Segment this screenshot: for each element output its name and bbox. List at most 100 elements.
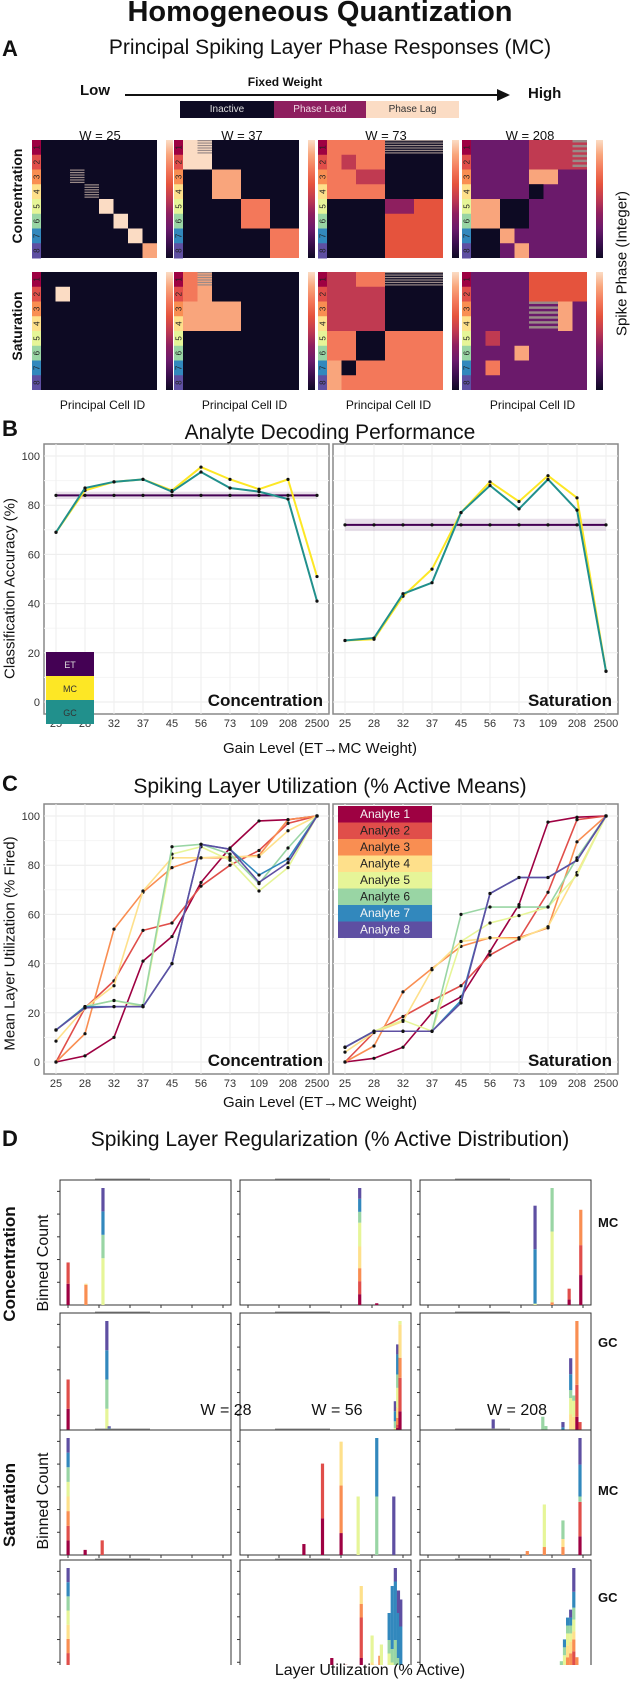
x-tick-label: 45 xyxy=(166,718,178,730)
histogram-bar-segment xyxy=(358,1198,362,1212)
analyte-tick-label: 8 xyxy=(175,380,184,385)
analyte-tick-label: 8 xyxy=(175,248,184,253)
heatmap-cell xyxy=(113,213,128,229)
analyte-tick-label: 1 xyxy=(463,277,472,282)
heatmap-col-label: W = 25 xyxy=(79,128,121,143)
histogram-bar-segment xyxy=(569,1617,573,1626)
heatmap-cell xyxy=(341,360,356,376)
legend-swatch xyxy=(338,872,432,889)
data-point xyxy=(199,470,203,474)
analyte-tick xyxy=(32,228,41,244)
data-point xyxy=(54,1039,58,1043)
y-tick-label: 0 xyxy=(34,1057,40,1069)
colorbar xyxy=(452,140,459,258)
analyte-tick-label: 5 xyxy=(175,336,184,341)
histogram-bar-segment xyxy=(370,1635,374,1663)
histogram-bar-segment xyxy=(550,1231,554,1303)
analyte-tick-label: 6 xyxy=(319,350,328,355)
histogram-bar-segment xyxy=(83,1549,87,1555)
analyte-tick-label: 8 xyxy=(319,248,328,253)
analyte-tick xyxy=(462,345,471,361)
y-tick-label: 0 xyxy=(34,697,40,709)
data-point xyxy=(372,1056,376,1060)
histogram-bar-segment xyxy=(101,1234,105,1259)
data-point xyxy=(170,866,174,870)
legend-swatch xyxy=(338,921,432,938)
histogram-bar-segment xyxy=(393,1581,397,1640)
heatmap-stripe xyxy=(197,281,212,284)
data-point xyxy=(141,928,145,932)
data-point xyxy=(141,477,145,481)
histogram-bar-segment xyxy=(567,1299,571,1305)
analyte-tick xyxy=(318,286,327,302)
hist-layer-label: GC xyxy=(598,1590,618,1605)
analyte-tick-label: 7 xyxy=(175,233,184,238)
histogram-bar-segment xyxy=(66,1582,70,1597)
analyte-tick-label: 1 xyxy=(319,277,328,282)
heatmap-cell xyxy=(514,243,529,258)
data-point xyxy=(401,1045,405,1049)
histogram-bar-segment xyxy=(66,1610,70,1625)
heatmap-cell xyxy=(183,140,212,170)
analyte-tick-label: 1 xyxy=(175,277,184,282)
analyte-tick-label: 3 xyxy=(33,174,42,179)
data-point xyxy=(286,493,290,497)
x-tick-label: 73 xyxy=(224,1078,236,1090)
x-tick-label: 45 xyxy=(455,718,467,730)
histogram-bar-segment xyxy=(359,1617,363,1658)
heatmap-xlabel: Principal Cell ID xyxy=(59,398,146,412)
data-point xyxy=(228,852,232,856)
data-point xyxy=(112,927,116,931)
analyte-tick xyxy=(32,169,41,185)
data-point xyxy=(401,1014,405,1019)
panel-c-letter: C xyxy=(2,771,18,796)
histogram-frame xyxy=(239,1559,412,1665)
histogram-bar-segment xyxy=(302,1544,306,1555)
analyte-tick-label: 1 xyxy=(33,277,42,282)
heatmap-stripe xyxy=(572,159,587,163)
x-tick-label: 25 xyxy=(339,718,351,730)
hist-col-label: W = 56 xyxy=(311,1402,363,1419)
legend-swatch xyxy=(338,905,432,922)
data-point xyxy=(199,842,203,846)
colorbar xyxy=(166,272,173,390)
histogram-panel xyxy=(417,1311,592,1441)
histogram-bar-segment xyxy=(66,1568,70,1583)
heatmap-stripe xyxy=(197,279,212,281)
histogram-frame xyxy=(59,1429,232,1556)
analyte-tick xyxy=(174,331,183,347)
data-point xyxy=(170,934,174,939)
series-line-gc xyxy=(55,470,318,602)
histogram-bar-segment xyxy=(579,1209,583,1246)
data-point xyxy=(430,998,434,1003)
data-point xyxy=(112,984,116,988)
data-point xyxy=(604,669,608,673)
data-point xyxy=(488,891,492,896)
analyte-tick-label: 7 xyxy=(319,365,328,370)
data-point xyxy=(546,820,550,824)
data-point xyxy=(112,1035,116,1039)
legend-label: Analyte 4 xyxy=(360,857,410,871)
histogram-frame xyxy=(419,1559,592,1665)
data-point xyxy=(372,523,376,527)
analyte-tick xyxy=(32,140,41,156)
analyte-tick xyxy=(462,316,471,332)
analyte-tick xyxy=(174,316,183,332)
analyte-tick-label: 1 xyxy=(33,145,42,150)
analyte-tick-label: 1 xyxy=(175,145,184,150)
hist-ylabel: Binned Count xyxy=(35,1214,52,1312)
x-tick-label: 208 xyxy=(279,718,297,730)
histogram-panel xyxy=(57,1558,232,1665)
hist-layer-label: MC xyxy=(598,1483,619,1498)
heatmap-stripe xyxy=(70,179,85,181)
analyte-tick-label: 5 xyxy=(33,204,42,209)
histogram-bar-segment xyxy=(393,1401,397,1412)
data-point xyxy=(372,636,376,640)
panel-c-xlabel: Gain Level (ET→MC Weight) xyxy=(223,1094,417,1111)
x-tick-label: 25 xyxy=(339,1078,351,1090)
analyte-tick xyxy=(174,213,183,229)
x-tick-label: 56 xyxy=(484,1078,496,1090)
histogram-bar-segment xyxy=(66,1653,70,1665)
histogram-bar-segment xyxy=(566,1633,570,1646)
histogram-panel xyxy=(237,1428,412,1558)
